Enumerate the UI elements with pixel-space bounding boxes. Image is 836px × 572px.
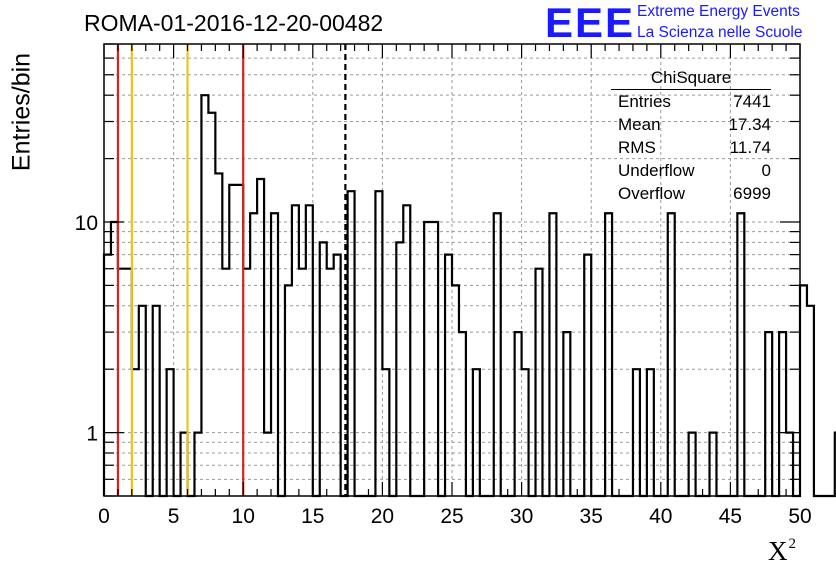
stats-value: 11.74 bbox=[729, 138, 771, 157]
stats-value: 0 bbox=[761, 161, 771, 180]
y-tick-label: 10 bbox=[75, 212, 98, 235]
stats-label: Mean bbox=[618, 115, 661, 134]
stats-row-rms: RMS 11.74 bbox=[611, 136, 771, 159]
stats-label: Underflow bbox=[618, 161, 695, 180]
x-axis-label-sup: 2 bbox=[788, 536, 797, 552]
histogram-series bbox=[102, 94, 836, 498]
x-tick-label: 15 bbox=[301, 505, 324, 528]
logo-subtitle-1: Extreme Energy Events bbox=[637, 3, 800, 20]
x-tick-label: 0 bbox=[98, 505, 110, 528]
y-tick-label: 1 bbox=[86, 423, 98, 446]
x-tick-label: 5 bbox=[168, 505, 180, 528]
stats-value: 7441 bbox=[733, 92, 771, 111]
stats-label: Overflow bbox=[618, 184, 686, 203]
x-tick-label: 35 bbox=[580, 505, 603, 528]
stats-row-mean: Mean 17.34 bbox=[611, 113, 771, 136]
eee-logo: EEE bbox=[545, 0, 636, 46]
stats-box: ChiSquare Entries 7441 Mean 17.34 RMS 11… bbox=[611, 66, 771, 205]
stats-row-underflow: Underflow 0 bbox=[611, 159, 771, 182]
stats-row-overflow: Overflow 6999 bbox=[611, 182, 771, 205]
x-tick-label: 40 bbox=[649, 505, 672, 528]
x-axis-label: X2 bbox=[768, 536, 796, 567]
x-tick-label: 45 bbox=[719, 505, 742, 528]
x-axis-label-text: X bbox=[768, 536, 788, 566]
logo-subtitle-2: La Scienza nelle Scuole bbox=[637, 24, 803, 41]
chart-title: ROMA-01-2016-12-20-00482 bbox=[84, 10, 384, 36]
stats-value: 17.34 bbox=[728, 115, 771, 134]
stats-value: 6999 bbox=[733, 184, 771, 203]
x-tick-label: 50 bbox=[788, 505, 811, 528]
x-tick-label: 10 bbox=[232, 505, 255, 528]
x-tick-label: 30 bbox=[510, 505, 533, 528]
stats-label: Entries bbox=[618, 92, 671, 111]
x-tick-label: 25 bbox=[440, 505, 463, 528]
stats-row-entries: Entries 7441 bbox=[611, 90, 771, 113]
x-tick-label: 20 bbox=[371, 505, 394, 528]
y-axis-label: Entries/bin bbox=[7, 52, 36, 172]
stats-title: ChiSquare bbox=[611, 66, 771, 90]
stats-label: RMS bbox=[618, 138, 656, 157]
